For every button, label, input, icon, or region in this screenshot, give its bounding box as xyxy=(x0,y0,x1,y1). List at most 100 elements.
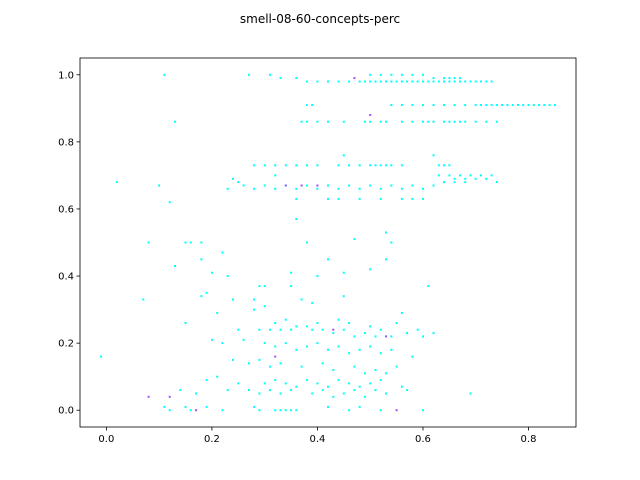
data-point xyxy=(247,362,250,365)
x-tick-label: 0.0 xyxy=(98,434,114,445)
x-tick-label: 0.2 xyxy=(204,434,220,445)
data-point xyxy=(390,335,393,338)
data-point xyxy=(385,120,387,123)
data-point xyxy=(263,285,266,288)
data-point xyxy=(247,73,250,76)
data-point xyxy=(200,295,203,298)
data-point xyxy=(448,174,451,177)
data-point xyxy=(453,181,456,184)
data-point xyxy=(284,318,287,321)
data-point xyxy=(427,285,430,288)
data-point xyxy=(147,241,150,244)
data-point xyxy=(406,80,409,83)
data-point xyxy=(342,120,345,123)
data-point xyxy=(437,164,440,167)
data-point xyxy=(321,389,324,392)
data-point xyxy=(263,184,266,187)
data-point xyxy=(327,120,329,123)
data-point xyxy=(348,164,351,167)
data-point xyxy=(485,80,488,83)
x-tick-label: 0.4 xyxy=(309,434,325,445)
data-point xyxy=(400,73,403,76)
data-point xyxy=(390,80,393,83)
data-point xyxy=(353,389,356,392)
data-point xyxy=(321,362,324,365)
data-point xyxy=(316,275,319,277)
data-point xyxy=(411,184,414,187)
data-point xyxy=(115,181,118,184)
data-point xyxy=(464,104,467,106)
data-point xyxy=(279,409,282,412)
data-point xyxy=(327,348,329,351)
data-point xyxy=(432,184,435,187)
data-point xyxy=(147,395,150,398)
data-point xyxy=(400,104,403,106)
data-point xyxy=(411,120,414,123)
data-point xyxy=(379,328,382,331)
data-point xyxy=(221,251,224,254)
data-point xyxy=(379,197,382,200)
data-point xyxy=(395,322,398,324)
data-point xyxy=(443,120,446,123)
data-point xyxy=(474,104,477,106)
data-point xyxy=(495,104,498,106)
data-point xyxy=(448,77,451,80)
data-point xyxy=(263,305,266,308)
y-tick-label: 0.6 xyxy=(58,204,74,215)
data-point xyxy=(284,409,287,412)
data-point xyxy=(337,187,340,190)
data-point xyxy=(321,328,324,331)
data-point xyxy=(369,114,372,116)
data-point xyxy=(385,258,387,261)
data-point xyxy=(316,120,319,123)
data-point xyxy=(226,389,229,392)
data-point xyxy=(332,369,335,371)
data-point xyxy=(527,104,530,106)
data-point xyxy=(385,335,387,338)
data-point xyxy=(295,218,298,220)
data-point xyxy=(205,405,208,408)
data-point xyxy=(358,80,361,83)
data-point xyxy=(274,322,277,324)
data-point xyxy=(379,352,382,355)
data-point xyxy=(385,392,387,395)
data-point xyxy=(232,298,234,301)
data-point xyxy=(295,77,298,80)
y-tick-label: 0.4 xyxy=(58,272,74,283)
data-point xyxy=(327,385,329,388)
data-point xyxy=(390,164,393,167)
data-point xyxy=(189,409,192,412)
data-point xyxy=(200,241,203,244)
data-point xyxy=(269,389,271,392)
data-point xyxy=(358,187,361,190)
data-point xyxy=(353,238,356,241)
data-point xyxy=(480,80,482,83)
data-point xyxy=(274,345,277,348)
data-point xyxy=(221,342,224,345)
data-point xyxy=(258,285,261,288)
data-point xyxy=(553,104,556,106)
chart-title: smell-08-60-concepts-perc xyxy=(240,12,400,26)
data-point xyxy=(305,80,308,83)
data-point xyxy=(232,358,234,361)
data-point xyxy=(363,80,366,83)
data-point xyxy=(485,177,488,180)
data-point xyxy=(374,164,377,167)
data-point xyxy=(411,73,414,76)
data-point xyxy=(253,405,256,408)
data-point xyxy=(432,120,435,123)
data-point xyxy=(348,184,351,187)
data-point xyxy=(422,104,424,106)
data-point xyxy=(453,120,456,123)
data-point xyxy=(490,104,493,106)
data-point xyxy=(348,352,351,355)
data-point xyxy=(274,355,277,358)
data-point xyxy=(390,184,393,187)
data-point xyxy=(353,77,356,80)
data-point xyxy=(538,104,541,106)
data-point xyxy=(458,77,461,80)
data-point xyxy=(422,73,424,76)
data-point xyxy=(474,177,477,180)
data-point xyxy=(474,80,477,83)
data-point xyxy=(279,328,282,331)
